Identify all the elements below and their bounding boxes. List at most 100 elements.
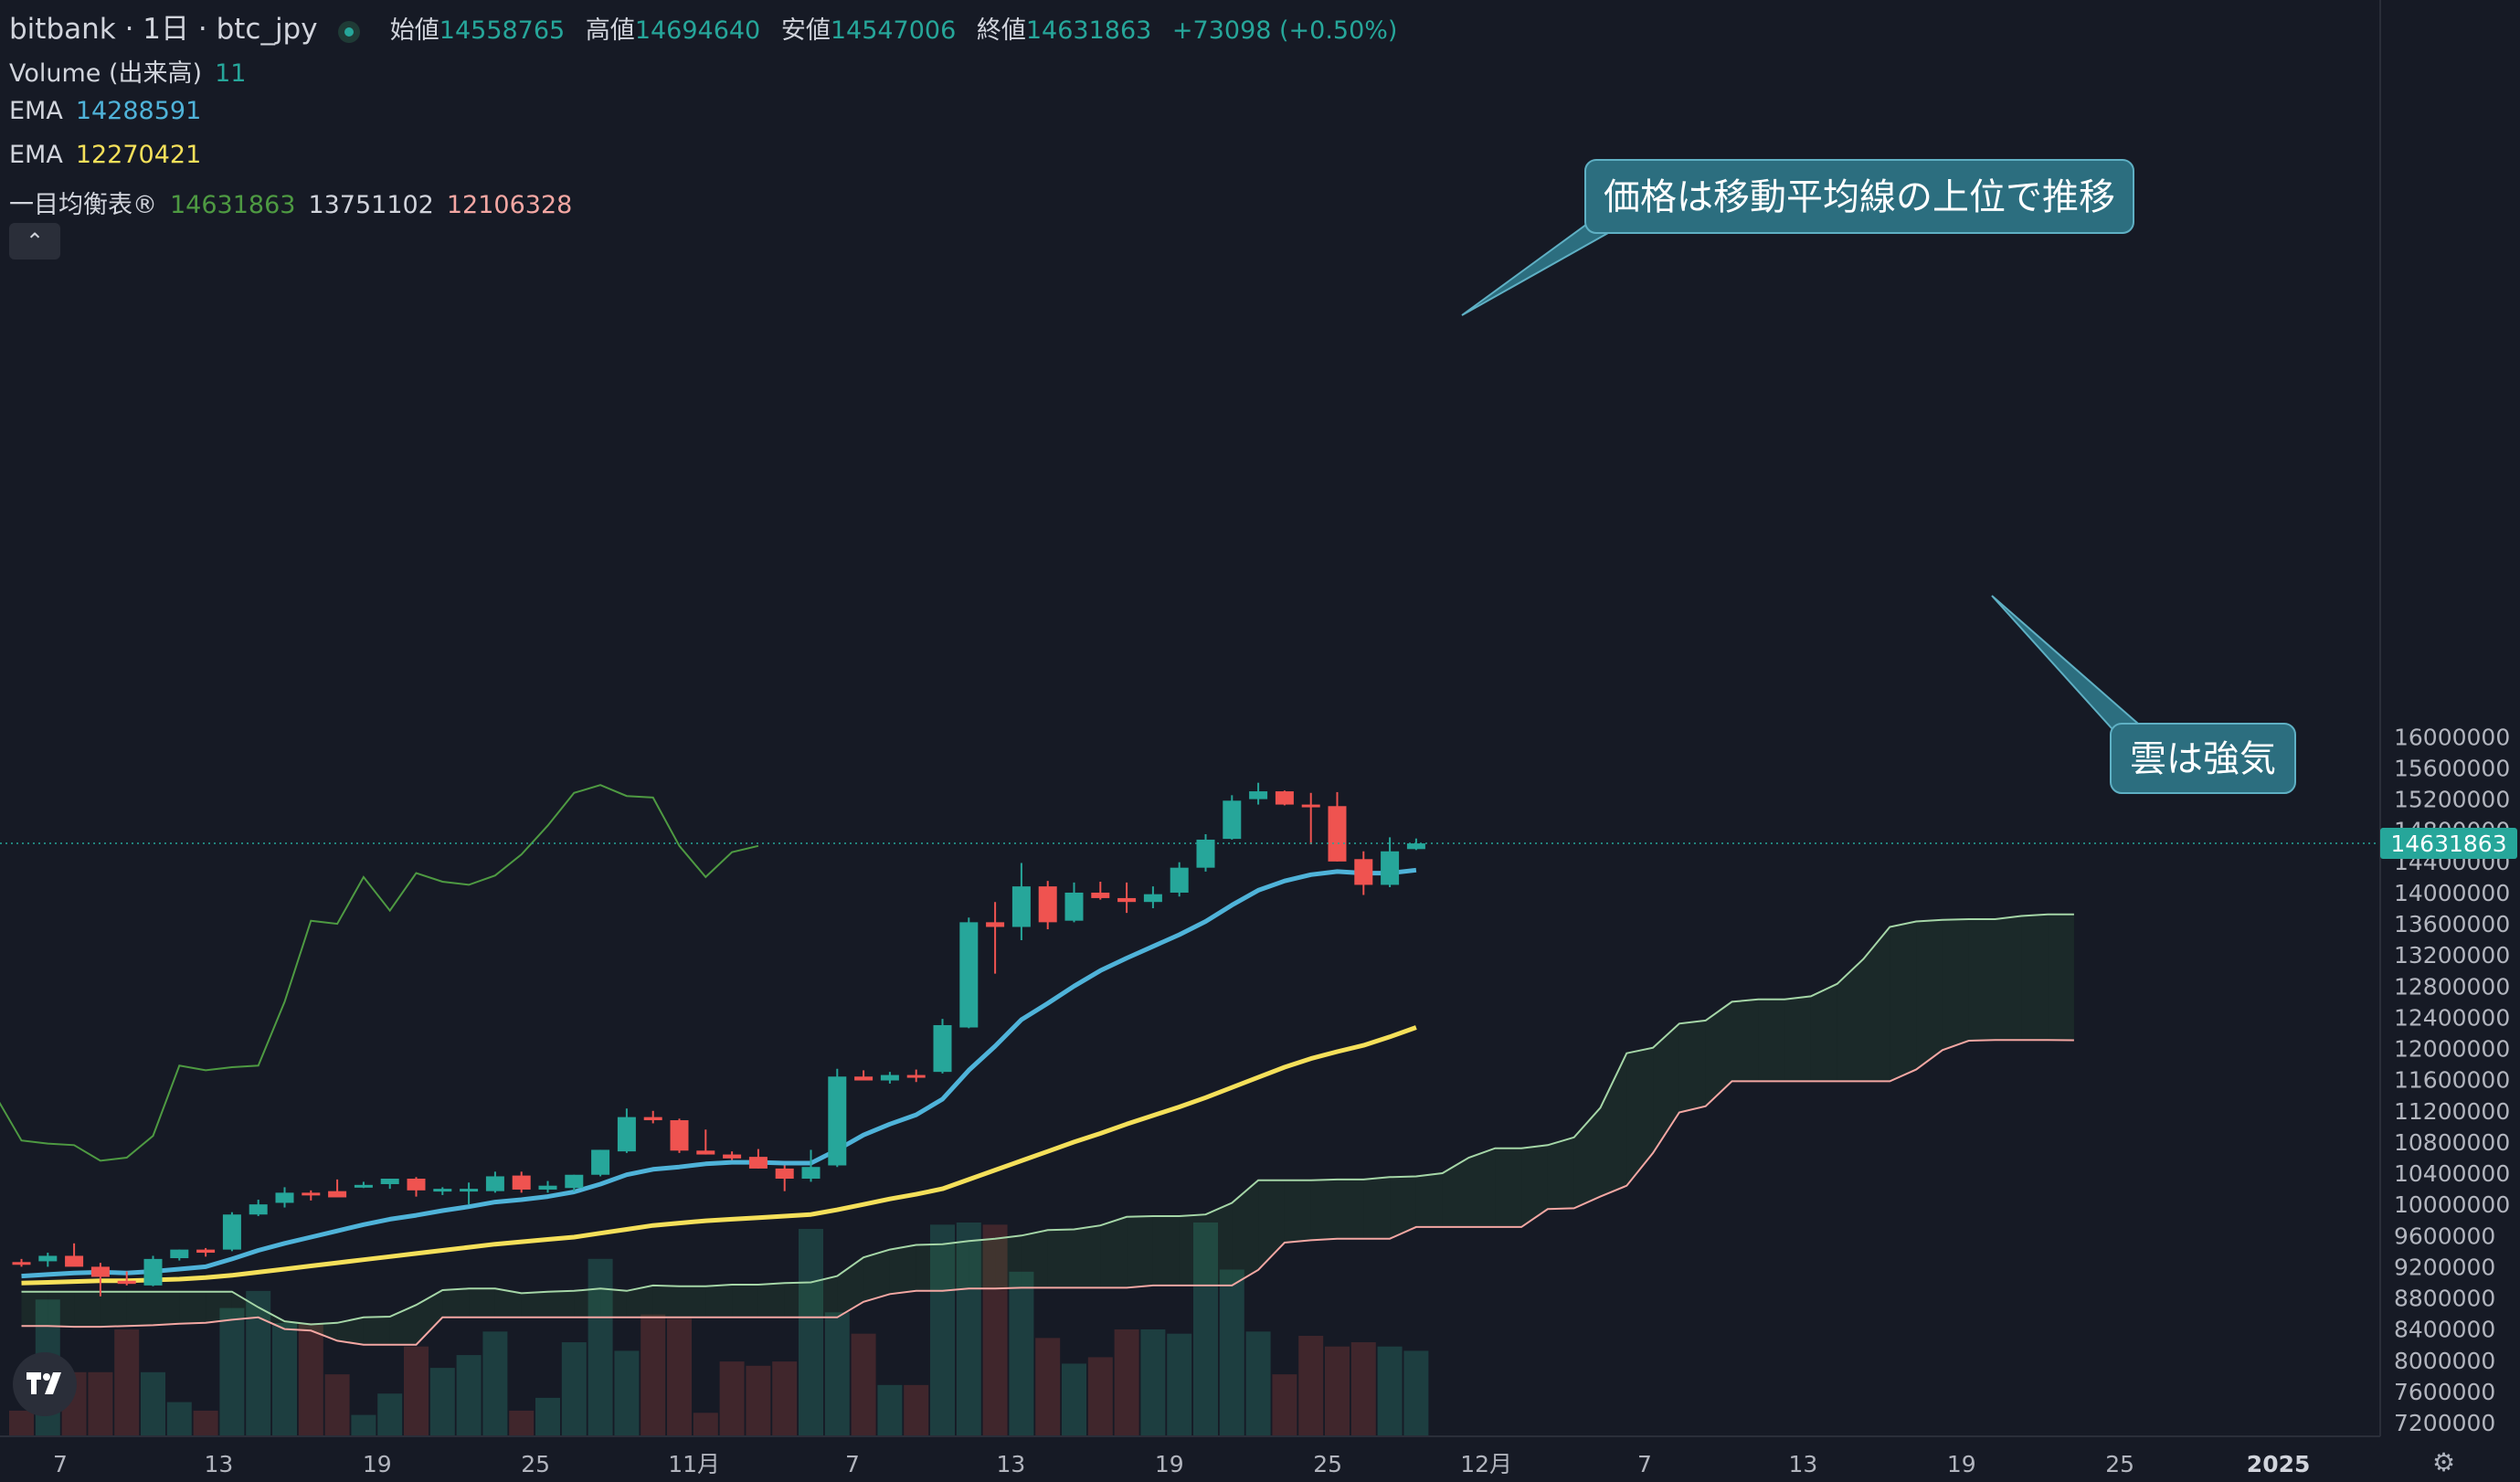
lagging-span-line bbox=[0, 784, 759, 1162]
cloud-fill-segment bbox=[679, 1286, 706, 1318]
price-tick-label: 10400000 bbox=[2394, 1160, 2510, 1187]
ema-fast-line bbox=[21, 867, 1417, 1279]
price-tick-label: 13200000 bbox=[2394, 942, 2510, 969]
price-tick-label: 12400000 bbox=[2394, 1004, 2510, 1031]
time-tick-label: 7 bbox=[1637, 1451, 1652, 1477]
cloud-fill-segment bbox=[126, 1291, 154, 1327]
candle-body bbox=[696, 1150, 715, 1155]
price-tick-label: 9200000 bbox=[2394, 1254, 2495, 1280]
candle-body bbox=[1117, 897, 1137, 903]
cloud-fill-segment bbox=[1995, 916, 2022, 1041]
cloud-fill-segment bbox=[652, 1285, 680, 1318]
last-price-badge bbox=[2380, 828, 2517, 860]
ema2-label: EMA bbox=[9, 141, 63, 169]
cloud-fill-segment bbox=[21, 1291, 48, 1327]
volume-bar bbox=[1167, 1333, 1192, 1436]
candle-body bbox=[354, 1184, 373, 1188]
candle-body bbox=[1196, 839, 1215, 868]
volume-bar bbox=[1377, 1346, 1403, 1436]
volume-bar bbox=[482, 1331, 508, 1436]
volume-bar bbox=[1009, 1271, 1034, 1436]
cloud-fill-segment bbox=[1810, 983, 1837, 1082]
cloud-fill-segment bbox=[889, 1244, 916, 1295]
price-tick-label: 15600000 bbox=[2394, 755, 2510, 781]
volume-bar bbox=[9, 1410, 34, 1436]
high-label: 高値 bbox=[585, 16, 635, 45]
candle-body bbox=[1038, 886, 1057, 923]
symbol-line[interactable]: bitbank · 1日 · btc_jpy bbox=[9, 13, 318, 46]
price-tick-label: 9600000 bbox=[2394, 1223, 2495, 1249]
volume-bar bbox=[772, 1361, 798, 1436]
last-price-badge-text: 14631863 bbox=[2390, 831, 2506, 857]
tradingview-logo[interactable] bbox=[13, 1352, 77, 1416]
time-tick-label: 2025 bbox=[2247, 1451, 2311, 1477]
cloud-fill-segment bbox=[48, 1291, 75, 1328]
price-tick-label: 11200000 bbox=[2394, 1098, 2510, 1125]
cloud-fill-segment bbox=[337, 1317, 364, 1345]
volume-label: Volume (出来高) bbox=[9, 59, 203, 88]
candle-body bbox=[222, 1214, 241, 1250]
time-tick-label: 19 bbox=[1947, 1451, 1976, 1477]
candle-body bbox=[748, 1157, 768, 1169]
volume-bar bbox=[456, 1355, 482, 1436]
cloud-fill-segment bbox=[1047, 1229, 1075, 1288]
volume-bar bbox=[982, 1224, 1008, 1436]
cloud-fill-segment bbox=[469, 1288, 495, 1318]
price-callout-text: 価格は移動平均線の上位で推移 bbox=[1604, 176, 2115, 218]
volume-bar bbox=[561, 1342, 587, 1436]
indicator-lines bbox=[0, 784, 1417, 1286]
price-tick-label: 12000000 bbox=[2394, 1036, 2510, 1063]
cloud-fill-segment bbox=[1284, 1180, 1311, 1243]
cloud-fill-segment bbox=[1390, 1176, 1416, 1239]
volume-bar bbox=[588, 1258, 613, 1436]
volume-bar bbox=[799, 1229, 823, 1436]
cloud-fill-segment bbox=[547, 1290, 575, 1318]
candle-body bbox=[328, 1191, 347, 1198]
volume-bar bbox=[1403, 1350, 1429, 1436]
time-tick-label: 7 bbox=[53, 1451, 68, 1477]
cloud-fill-segment bbox=[100, 1291, 127, 1328]
low-label: 安値 bbox=[780, 16, 831, 45]
candle-body bbox=[565, 1174, 584, 1189]
close-label: 終値 bbox=[976, 16, 1026, 45]
volume-legend[interactable]: Volume (出来高) 11 bbox=[9, 53, 259, 89]
candle-body bbox=[1354, 859, 1373, 885]
low-value: 14547006 bbox=[830, 16, 957, 45]
candle-body bbox=[275, 1192, 294, 1203]
cloud-fill-segment bbox=[1705, 1001, 1732, 1106]
price-tick-label: 11600000 bbox=[2394, 1067, 2510, 1094]
time-tick-label: 13 bbox=[204, 1451, 233, 1477]
cloud-fill-segment bbox=[1968, 918, 1996, 1042]
cloud-fill-segment bbox=[1363, 1177, 1391, 1239]
cloud-fill-segment bbox=[1310, 1179, 1338, 1241]
ema2-value: 12270421 bbox=[75, 141, 202, 169]
cloud-fill-segment bbox=[1179, 1214, 1206, 1286]
candle-body bbox=[1275, 791, 1294, 805]
ichimoku-cloud bbox=[21, 913, 2074, 1346]
ema1-legend[interactable]: EMA 14288591 bbox=[9, 97, 214, 125]
cloud-fill-segment bbox=[574, 1288, 601, 1318]
cloud-fill-segment bbox=[626, 1285, 653, 1318]
chevron-up-icon: ⌃ bbox=[25, 228, 45, 254]
cloud-fill-segment bbox=[389, 1305, 417, 1345]
ema2-legend[interactable]: EMA 12270421 bbox=[9, 141, 214, 169]
collapse-legend-button[interactable]: ⌃ bbox=[9, 223, 60, 259]
volume-bar bbox=[1325, 1346, 1350, 1436]
time-tick-label: 25 bbox=[1313, 1451, 1342, 1477]
cloud-fill-segment bbox=[757, 1283, 785, 1318]
ichimoku-legend[interactable]: 一目均衡表® 14631863 13751102 12106328 bbox=[9, 185, 585, 220]
price-tick-label: 8800000 bbox=[2394, 1286, 2495, 1312]
price-tick-label: 7200000 bbox=[2394, 1410, 2495, 1436]
settings-icon[interactable]: ⚙ bbox=[2432, 1447, 2456, 1477]
cloud-fill-segment bbox=[705, 1285, 733, 1318]
candle-body bbox=[959, 922, 979, 1028]
candle-body bbox=[1170, 867, 1189, 893]
volume-bar bbox=[851, 1333, 876, 1436]
cloud-fill-segment bbox=[179, 1291, 206, 1324]
cloud-fill-segment bbox=[521, 1291, 548, 1318]
volume-bar bbox=[746, 1365, 771, 1436]
cloud-fill-segment bbox=[1863, 926, 1890, 1082]
